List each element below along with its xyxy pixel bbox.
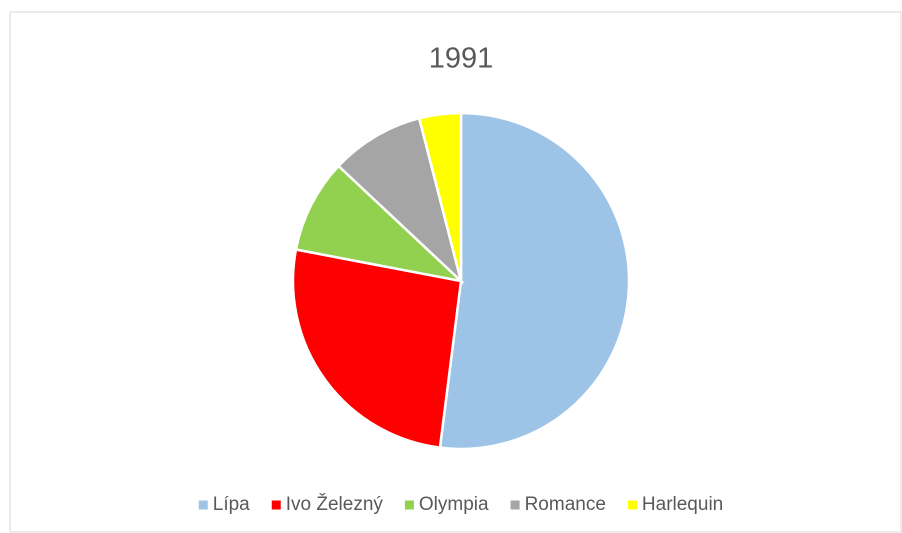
- pie-slice: [417, 111, 463, 282]
- pie-slice: [294, 164, 465, 284]
- legend-label: Harlequin: [642, 494, 723, 515]
- legend-label: Romance: [525, 494, 606, 515]
- legend-marker: [198, 500, 208, 510]
- legend-marker: [627, 500, 637, 510]
- legend-marker: [510, 500, 520, 510]
- pie-slice: [291, 248, 463, 450]
- legend-marker: [404, 500, 414, 510]
- pie-slice: [438, 111, 631, 451]
- legend-label: Ivo Železný: [286, 493, 384, 515]
- legend-label: Olympia: [419, 494, 489, 515]
- legend-label: Lípa: [213, 494, 250, 515]
- legend-marker: [271, 500, 281, 510]
- chart-title: 1991: [429, 43, 494, 75]
- pie-slice: [336, 116, 464, 285]
